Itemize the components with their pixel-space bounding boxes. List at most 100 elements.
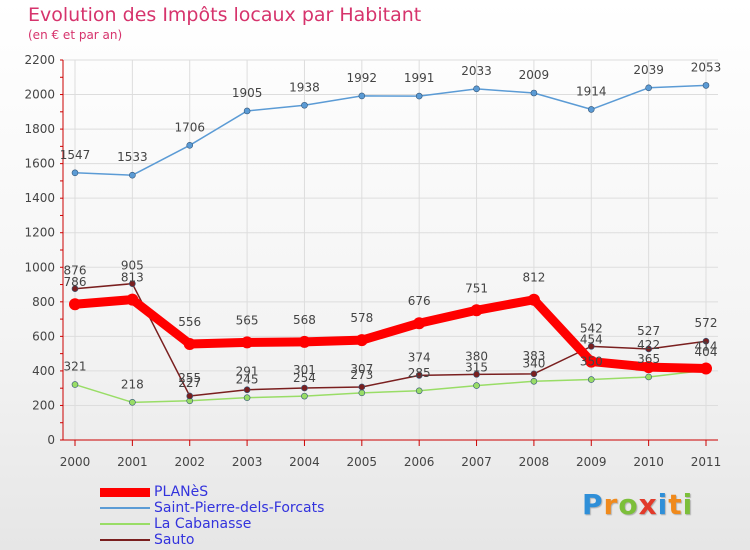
legend-item: La Cabanasse — [100, 516, 324, 532]
data-point — [71, 285, 79, 292]
y-tick-label: 1400 — [24, 191, 55, 205]
data-point — [473, 85, 480, 93]
data-label: 255 — [178, 371, 201, 385]
y-tick-label: 1800 — [24, 122, 55, 136]
logo-letter: P — [582, 488, 604, 521]
series-line — [70, 295, 711, 373]
data-point — [186, 142, 194, 149]
data-point — [301, 101, 308, 109]
data-label: 556 — [178, 315, 201, 329]
data-label: 454 — [580, 333, 603, 347]
chart-title: Evolution des Impôts locaux par Habitant — [28, 4, 422, 26]
data-point — [642, 361, 655, 374]
data-label: 374 — [408, 350, 431, 364]
x-tick-label: 2010 — [633, 455, 664, 469]
data-label: 1991 — [404, 71, 435, 85]
y-tick-label: 1200 — [24, 226, 55, 240]
data-point — [358, 389, 366, 397]
data-point — [645, 373, 652, 381]
data-point — [129, 399, 136, 406]
data-point — [700, 362, 712, 375]
legend-label: Saint-Pierre-dels-Forcats — [154, 500, 325, 516]
y-tick-label: 1600 — [24, 157, 55, 171]
data-label: 245 — [236, 373, 259, 387]
data-label: 786 — [64, 275, 87, 289]
data-point — [301, 392, 308, 400]
data-label: 812 — [522, 271, 545, 285]
data-label: 340 — [522, 356, 545, 370]
logo-letter: x — [638, 488, 658, 521]
data-label: 291 — [236, 365, 259, 379]
data-point — [645, 345, 652, 353]
data-label: 414 — [695, 339, 718, 353]
legend-label: La Cabanasse — [154, 516, 252, 532]
logo-letter: t — [668, 488, 683, 521]
data-point — [129, 171, 136, 179]
data-label: 568 — [293, 313, 316, 327]
data-point — [530, 377, 538, 385]
data-point — [415, 372, 423, 379]
data-point — [243, 107, 251, 115]
logo-letter: r — [603, 488, 619, 521]
legend-swatch — [100, 539, 150, 541]
data-label: 422 — [637, 338, 660, 352]
data-point — [587, 106, 595, 113]
y-tick-label: 200 — [32, 398, 55, 412]
data-point — [183, 337, 196, 350]
data-label: 751 — [465, 281, 488, 295]
data-label: 813 — [121, 271, 144, 285]
data-point — [69, 298, 81, 311]
data-label: 1533 — [117, 150, 148, 164]
data-label: 383 — [522, 349, 545, 363]
data-point — [587, 343, 595, 350]
data-point — [71, 169, 79, 177]
data-point — [530, 89, 538, 97]
data-label: 315 — [465, 361, 488, 375]
y-tick-label: 600 — [32, 329, 55, 343]
data-point — [473, 382, 480, 389]
data-point — [645, 84, 652, 92]
data-label: 227 — [178, 376, 201, 390]
data-point — [71, 381, 79, 388]
data-label: 1547 — [60, 148, 91, 162]
x-tick-label: 2000 — [60, 455, 91, 469]
legend-swatch — [100, 523, 150, 525]
data-label: 273 — [350, 368, 373, 382]
legend-label: PLANèS — [154, 484, 209, 500]
data-label: 321 — [64, 360, 87, 374]
data-point — [241, 336, 254, 349]
data-point — [358, 92, 366, 100]
y-tick-label: 2000 — [24, 88, 55, 102]
data-label: 578 — [350, 311, 373, 325]
data-point — [702, 337, 710, 345]
chart-subtitle: (en € et par an) — [28, 28, 123, 42]
data-label: 542 — [580, 321, 603, 335]
logo-letter: i — [682, 488, 694, 521]
data-label: 285 — [408, 366, 431, 380]
data-label: 876 — [64, 264, 87, 278]
data-label: 1706 — [174, 120, 205, 134]
data-label: 365 — [637, 352, 660, 366]
data-point — [470, 304, 483, 317]
data-point — [243, 394, 251, 401]
data-label: 380 — [465, 349, 488, 363]
data-label: 2053 — [691, 60, 722, 74]
data-label: 301 — [293, 363, 316, 377]
data-point — [358, 383, 366, 391]
legend-swatch — [100, 507, 150, 509]
data-point — [355, 334, 368, 347]
data-point — [413, 317, 426, 330]
data-label: 307 — [350, 362, 373, 376]
legend-item: Saint-Pierre-dels-Forcats — [100, 500, 324, 516]
legend-item: Sauto — [100, 532, 324, 548]
data-point — [129, 280, 136, 287]
data-label: 905 — [121, 259, 144, 273]
data-label: 218 — [121, 377, 144, 391]
data-label: 527 — [637, 324, 660, 338]
data-label: 565 — [236, 313, 259, 327]
y-tick-label: 400 — [32, 364, 55, 378]
x-tick-label: 2005 — [347, 455, 378, 469]
x-tick-label: 2002 — [174, 455, 205, 469]
